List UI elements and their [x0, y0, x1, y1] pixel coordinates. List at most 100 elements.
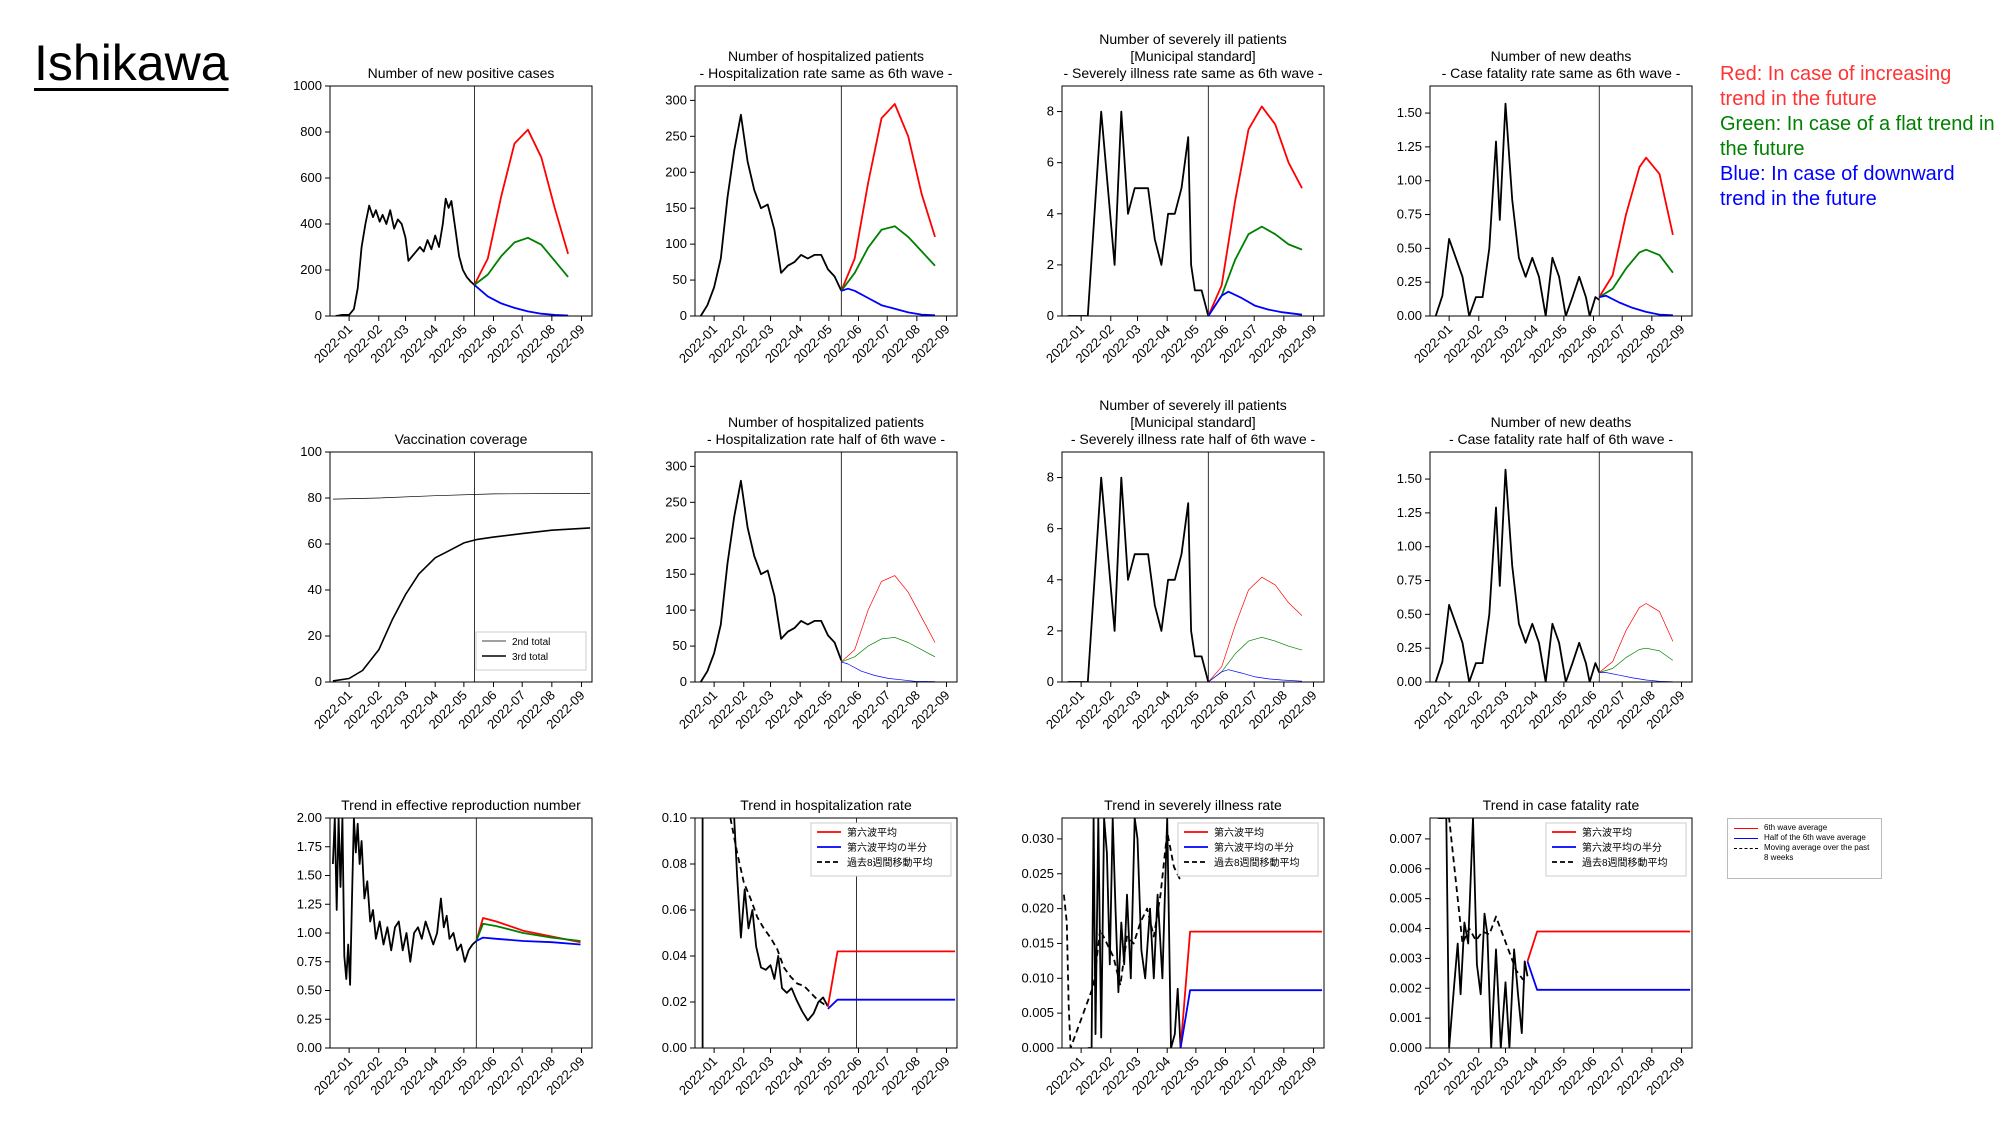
y-tick-label: 150	[665, 200, 687, 215]
y-tick-label: 0	[1047, 674, 1054, 689]
rate-legend-english: 6th wave average Half of the 6th wave av…	[1727, 818, 1882, 879]
y-tick-label: 0	[315, 308, 322, 323]
chart-title: Number of new deaths	[1491, 48, 1632, 64]
y-tick-label: 0.005	[1389, 891, 1422, 906]
series-line-green	[1207, 225, 1303, 316]
series-line-black	[699, 479, 843, 682]
series-line-black	[1439, 818, 1529, 1048]
chart-legend-label: 第六波平均	[1582, 826, 1632, 839]
y-tick-label: 8	[1047, 104, 1054, 119]
chart-panel-10: Trend in hospitalization rate 0.00 0.02 0.0…	[662, 797, 958, 1098]
y-tick-label: 300	[665, 92, 687, 107]
y-tick-label: 1.75	[297, 839, 322, 854]
chart-title: Trend in case fatality rate	[1483, 797, 1640, 813]
chart-title: Vaccination coverage	[395, 431, 528, 447]
chart-title: Number of new positive cases	[368, 65, 555, 81]
y-tick-label: 150	[665, 566, 687, 581]
chart-title: Number of hospitalized patients	[728, 414, 924, 430]
y-tick-label: 1000	[293, 78, 322, 93]
chart-title: Number of hospitalized patients	[728, 48, 924, 64]
y-tick-label: 0.010	[1021, 970, 1054, 985]
series-line-blue	[1599, 294, 1673, 316]
y-tick-label: 400	[300, 216, 322, 231]
y-tick-label: 0.75	[1397, 207, 1422, 222]
y-tick-label: 0.10	[662, 810, 687, 825]
y-tick-label: 200	[300, 262, 322, 277]
series-line-green	[1208, 636, 1303, 682]
chart-panel-3: Number of severely ill patients[Municipa…	[1043, 31, 1325, 366]
chart-legend-label: 過去8週間移動平均	[1582, 856, 1668, 869]
y-tick-label: 0.50	[297, 983, 322, 998]
chart-title: Trend in effective reproduction number	[341, 797, 581, 813]
y-tick-label: 100	[665, 236, 687, 251]
y-tick-label: 0.00	[1397, 308, 1422, 323]
chart-panel-1: Number of new positive cases 0 200 400 600 80…	[293, 65, 593, 366]
chart-panel-11: Trend in severely illness rate 0.000 0.005…	[1021, 797, 1325, 1098]
chart-legend-label: 3rd total	[512, 652, 548, 663]
series-line-red	[1598, 156, 1674, 298]
plot-frame	[694, 817, 958, 1049]
y-tick-label: 800	[300, 124, 322, 139]
y-tick-label: 0.004	[1389, 921, 1422, 936]
scenario-note-increasing: Red: In case of increasing trend in the …	[1720, 63, 1952, 110]
series-line-black	[1434, 102, 1600, 316]
series-line-blue	[841, 661, 936, 682]
y-tick-label: 1.50	[297, 868, 322, 883]
plot-frame	[694, 451, 958, 683]
rate-legend-moving-average: Moving average over the past 8 weeks	[1764, 843, 1870, 862]
y-tick-label: 1.25	[1397, 139, 1422, 154]
y-tick-label: 0.75	[1397, 573, 1422, 588]
series-line-black	[1067, 110, 1210, 316]
plot-frame	[1429, 817, 1693, 1049]
series-line-black	[733, 818, 829, 1022]
chart-title: - Case fatality rate half of 6th wave -	[1449, 431, 1673, 447]
plot-frame	[1429, 85, 1693, 317]
y-tick-label: 1.00	[297, 925, 322, 940]
series-line-red	[841, 575, 936, 663]
series-line-green	[841, 637, 936, 663]
series-line-black-dashed	[1437, 818, 1528, 981]
series-line-black	[335, 197, 476, 316]
page-title: Ishikawa	[34, 35, 229, 91]
chart-title: - Severely illness rate same as 6th wave…	[1063, 65, 1322, 81]
y-tick-label: 0.75	[297, 954, 322, 969]
chart-title: Trend in severely illness rate	[1104, 797, 1282, 813]
chart-panel-6: Number of hospitalized patients- Hospita…	[665, 414, 958, 732]
plot-frame	[1061, 817, 1325, 1049]
y-tick-label: 0.002	[1389, 980, 1422, 995]
y-tick-label: 0.005	[1021, 1005, 1054, 1020]
series-line-green	[1598, 248, 1674, 298]
plot-frame	[329, 451, 593, 683]
y-tick-label: 1.25	[297, 896, 322, 911]
y-tick-label: 0.25	[1397, 640, 1422, 655]
plot-frame	[1061, 85, 1325, 317]
plot-frame	[1429, 451, 1693, 683]
y-tick-label: 100	[665, 602, 687, 617]
y-tick-label: 0.00	[1397, 674, 1422, 689]
y-tick-label: 0.50	[1397, 606, 1422, 621]
y-tick-label: 600	[300, 170, 322, 185]
series-line-black	[332, 527, 591, 682]
y-tick-label: 2.00	[297, 810, 322, 825]
chart-legend-label: 過去8週間移動平均	[847, 856, 933, 869]
y-tick-label: 250	[665, 494, 687, 509]
series-line-green	[840, 225, 936, 292]
y-tick-label: 0.25	[1397, 274, 1422, 289]
y-tick-label: 0.00	[662, 1040, 687, 1055]
scenario-note-downward: Blue: In case of downward trend in the f…	[1720, 163, 1955, 210]
y-tick-label: 0.001	[1389, 1010, 1422, 1025]
scenario-legend: Red: In case of increasing trend in the …	[1720, 62, 2000, 212]
y-tick-label: 80	[308, 490, 322, 505]
plot-frame	[694, 85, 958, 317]
y-tick-label: 2	[1047, 623, 1054, 638]
chart-title: Number of severely ill patients	[1099, 31, 1287, 47]
series-line-red	[827, 950, 956, 1007]
chart-legend-box	[475, 631, 587, 671]
y-tick-label: 0	[315, 674, 322, 689]
chart-legend-label: 2nd total	[512, 637, 550, 648]
series-line-red	[1207, 105, 1303, 316]
series-line-black	[1434, 468, 1601, 682]
chart-panel-7: Number of severely ill patients[Municipa…	[1043, 397, 1325, 732]
y-tick-label: 0.006	[1389, 861, 1422, 876]
y-tick-label: 200	[665, 164, 687, 179]
